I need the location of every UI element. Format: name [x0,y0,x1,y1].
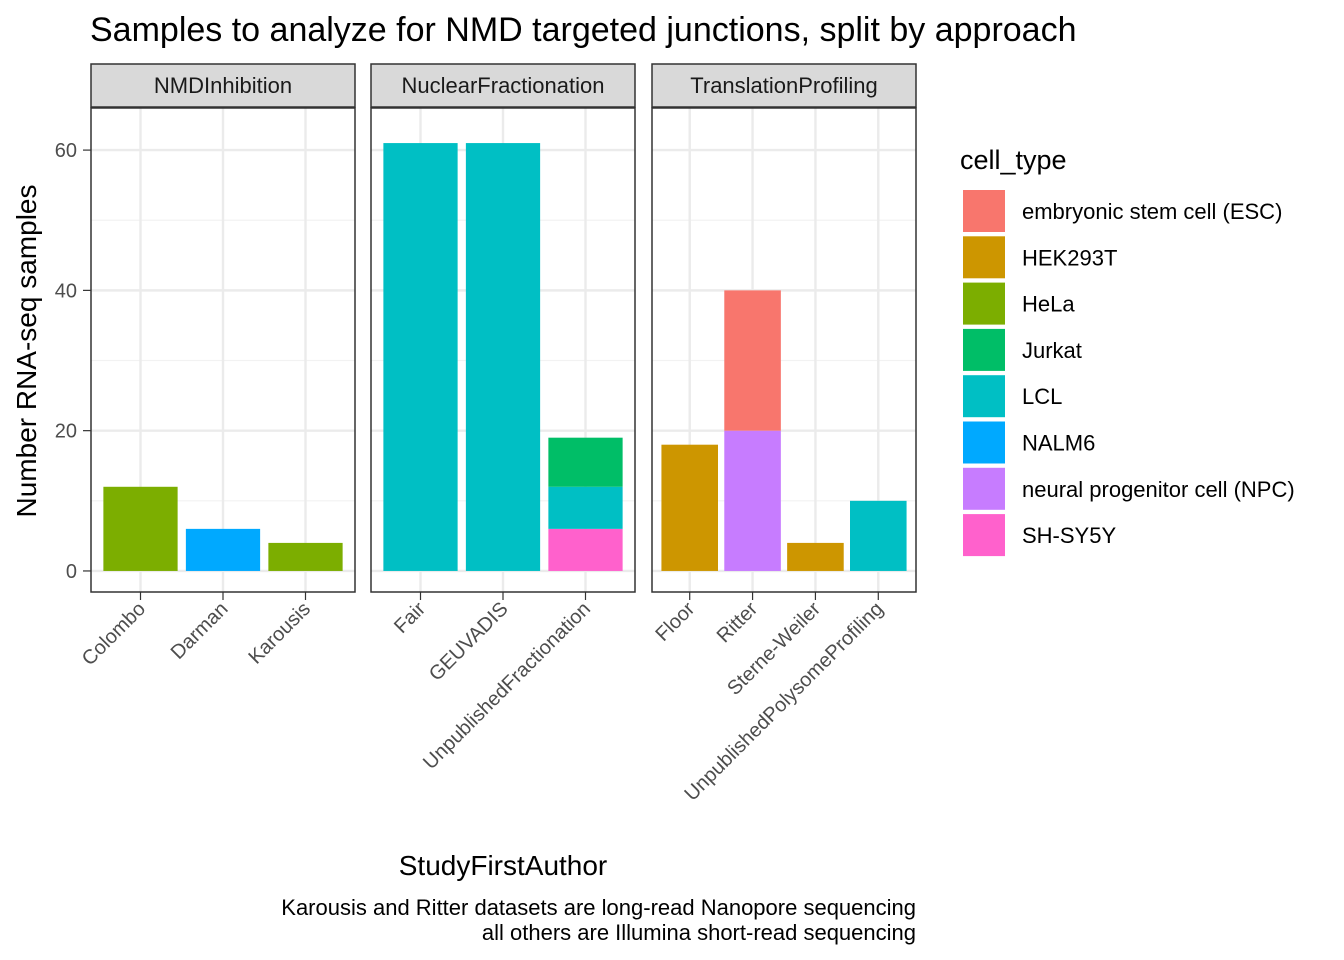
facet-panel-NMDInhibition: Colombo Darman Karousis NMDInhibition [78,63,356,670]
x-tick-label: GEUVADIS [425,598,513,686]
bar-UnpublishedFractionation-SH-SY5Y [548,528,623,571]
legend-swatch-HEK293T [963,236,1005,279]
legend-swatch-SH-SY5Y [963,514,1005,557]
caption-line-1: Karousis and Ritter datasets are long-re… [281,895,916,920]
facet-strip-label: TranslationProfiling [690,73,878,98]
x-tick-label: Ritter [713,598,763,648]
facet-panels: Colombo Darman Karousis NMDInhibition FairGE… [78,63,917,805]
legend-label: NALM6 [1022,431,1095,456]
legend-swatch-embryonic-stem-cell-ESC- [963,190,1005,232]
x-tick-label: UnpublishedFractionation [419,598,595,774]
x-tick-label: Colombo [78,598,150,670]
facet-panel-TranslationProfiling: Floor RitterSterne-WeilerUnpublishedPolys… [651,63,917,805]
legend-label: HeLa [1022,292,1075,317]
bar-Karousis-HeLa [268,542,343,571]
bar-UnpublishedPolysomeProfiling-LCL [850,500,907,571]
legend-label: Jurkat [1022,338,1082,363]
facet-strip [651,63,917,108]
bar-Floor-HEK293T [661,444,718,571]
x-tick-label: Fair [390,598,430,638]
y-tick-label: 60 [55,140,77,162]
y-axis: 0 20 40 60 [55,140,91,583]
facet-strip-label: NMDInhibition [154,73,292,98]
bar-Ritter-embryonic-stem-cell-ESC- [724,290,781,431]
y-tick-label: 40 [55,280,77,302]
legend-label: neural progenitor cell (NPC) [1022,477,1295,502]
bar-Ritter-neural-progenitor-cell-NPC- [724,430,781,571]
legend-label: embryonic stem cell (ESC) [1022,199,1282,224]
panel-border [90,107,356,593]
bar-Darman-NALM6 [185,528,261,571]
bar-Fair-LCL [383,143,458,571]
legend-title: cell_type [960,145,1067,175]
panel-border [651,107,917,593]
y-tick-label: 20 [55,421,77,443]
x-tick-label: Karousis [244,598,315,669]
x-tick-label: Darman [167,598,233,664]
caption-line-2: all others are Illumina short-read seque… [482,920,916,945]
bar-UnpublishedFractionation-Jurkat [548,437,623,487]
facet-strip [370,63,636,108]
bar-Colombo-HeLa [103,486,178,571]
facet-strip [90,63,356,108]
legend-swatch-NALM6 [963,421,1005,464]
legend: cell_type embryonic stem cell (ESC) HEK29… [960,145,1295,557]
x-tick-label: Floor [651,598,699,646]
facet-strip-label: NuclearFractionation [402,73,605,98]
legend-swatch-Jurkat [963,328,1005,371]
bar-GEUVADIS-LCL [465,143,541,571]
bar-UnpublishedFractionation-LCL [548,486,623,529]
y-tick-label: 0 [66,561,77,583]
y-axis-title: Number RNA-seq samples [11,185,42,518]
legend-label: LCL [1022,384,1062,409]
legend-swatch-HeLa [963,282,1005,325]
chart-title: Samples to analyze for NMD targeted junc… [90,11,1077,49]
x-axis-title: StudyFirstAuthor [399,850,608,881]
legend-swatch-LCL [963,375,1005,418]
panel-border [370,107,636,593]
legend-label: HEK293T [1022,245,1117,270]
legend-label: SH-SY5Y [1022,523,1116,548]
bar-Sterne-Weiler-HEK293T [787,542,844,571]
legend-swatch-neural-progenitor-cell-NPC- [963,467,1005,510]
